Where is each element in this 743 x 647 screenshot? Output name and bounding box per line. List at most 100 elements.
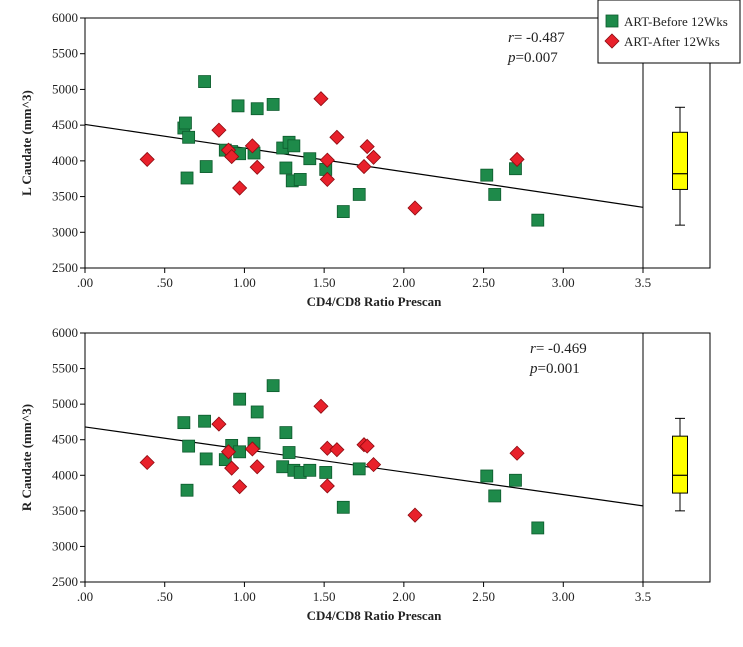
- x-tick-label: 3.00: [552, 275, 575, 290]
- data-point-diamond: [232, 479, 248, 495]
- data-point-square: [319, 466, 333, 479]
- y-tick-label: 2500: [52, 574, 78, 589]
- x-tick-label: 2.00: [392, 589, 415, 604]
- plot-frame: [84, 332, 711, 583]
- data-point-diamond: [359, 139, 375, 155]
- data-point-square: [480, 469, 494, 483]
- data-point-diamond: [220, 444, 237, 460]
- data-point-diamond: [366, 457, 382, 473]
- x-tick-label: .00: [77, 275, 93, 290]
- data-point-square: [282, 446, 296, 459]
- data-point-diamond: [509, 151, 525, 167]
- legend-label-after: ART-After 12Wks: [624, 34, 720, 49]
- x-tick-label: 2.50: [472, 275, 495, 290]
- boxplot-box: [672, 435, 688, 494]
- data-point-diamond: [407, 200, 423, 216]
- data-point-square: [531, 521, 545, 535]
- data-point-square: [250, 102, 264, 116]
- y-tick-label: 5000: [52, 396, 78, 411]
- y-axis-label: R Caudate (mm^3): [19, 404, 34, 511]
- data-point-diamond: [224, 460, 240, 476]
- data-point-diamond: [313, 398, 329, 414]
- data-point-square: [182, 439, 196, 453]
- data-point-square: [180, 483, 194, 497]
- stat-r-symbol: r: [530, 341, 536, 357]
- y-tick-label: 4000: [52, 467, 78, 482]
- data-point-diamond: [211, 122, 227, 138]
- legend-diamond-marker: [604, 33, 620, 49]
- y-tick-label: 5500: [52, 361, 78, 376]
- data-point-square: [180, 171, 194, 185]
- data-point-diamond: [249, 459, 265, 475]
- data-point-square: [488, 489, 502, 503]
- data-point-square: [199, 160, 213, 173]
- y-tick-label: 6000: [52, 10, 78, 25]
- data-point-diamond: [249, 159, 265, 175]
- data-point-diamond: [356, 159, 372, 175]
- data-point-square: [179, 116, 192, 130]
- data-point-square: [509, 473, 522, 487]
- x-axis-label: CD4/CD8 Ratio Prescan: [307, 294, 443, 309]
- x-tick-label: .00: [77, 589, 93, 604]
- data-point-diamond: [319, 152, 335, 168]
- stat-r: r= -0.487: [508, 30, 565, 46]
- data-point-square: [198, 75, 211, 88]
- data-point-diamond: [407, 507, 423, 523]
- data-point-square: [266, 379, 280, 393]
- data-point-diamond: [232, 180, 248, 196]
- data-point-diamond: [211, 416, 227, 432]
- data-point-square: [250, 405, 264, 419]
- y-tick-label: 3000: [52, 538, 78, 553]
- x-tick-label: 3.5: [635, 275, 651, 290]
- y-tick-label: 3000: [52, 224, 78, 239]
- y-tick-label: 3500: [52, 189, 78, 204]
- y-tick-label: 2500: [52, 260, 78, 275]
- x-tick-label: 3.00: [552, 589, 575, 604]
- x-tick-label: .50: [157, 275, 173, 290]
- panel-r-caudate: 2500 3000 3500 4000 4500 5000 5500 6000 .00 .50 1.…: [19, 325, 711, 623]
- data-point-square: [199, 452, 213, 466]
- stat-p-symbol: p: [507, 50, 516, 66]
- data-point-square: [336, 205, 350, 218]
- data-point-diamond: [244, 138, 260, 154]
- x-tick-label: 1.50: [313, 275, 336, 290]
- data-point-square: [352, 188, 366, 201]
- stat-r-value: = -0.487: [514, 30, 565, 46]
- legend-label-before: ART-Before 12Wks: [624, 14, 728, 29]
- x-tick-label: 1.00: [233, 589, 256, 604]
- data-point-square: [279, 426, 293, 440]
- data-point-diamond: [244, 441, 260, 457]
- data-point-square: [480, 168, 494, 182]
- data-point-square: [293, 173, 307, 186]
- legend-square-marker: [605, 14, 619, 28]
- data-point-square: [303, 152, 317, 166]
- data-point-square: [276, 460, 290, 474]
- y-tick-label: 4000: [52, 153, 78, 168]
- data-point-square: [352, 462, 366, 476]
- panel-l-caudate: 2500 3000 3500 4000 4500 5000 5500 6000 .00 .50 1.…: [19, 10, 711, 309]
- x-tick-label: 2.00: [392, 275, 415, 290]
- x-tick-label: .50: [157, 589, 173, 604]
- data-point-diamond: [319, 478, 335, 494]
- data-point-square: [531, 213, 545, 227]
- data-point-diamond: [139, 454, 155, 471]
- legend-box: [597, 0, 741, 64]
- data-point-diamond: [319, 440, 335, 456]
- boxplot-box: [672, 131, 688, 190]
- data-point-diamond: [224, 149, 240, 165]
- data-point-diamond: [329, 129, 345, 145]
- y-tick-label: 4500: [52, 432, 78, 447]
- data-point-square: [279, 161, 293, 175]
- y-tick-label: 3500: [52, 503, 78, 518]
- data-point-square: [336, 500, 350, 514]
- stat-p: p=0.001: [529, 361, 580, 377]
- stat-r-value: = -0.469: [536, 341, 587, 357]
- y-axis-label: L Caudate (mm^3): [19, 90, 34, 196]
- stat-p-value: =0.007: [516, 50, 559, 66]
- data-point-square: [287, 139, 301, 153]
- data-point-diamond: [359, 438, 375, 454]
- data-point-square: [266, 98, 280, 111]
- y-tick-label: 6000: [52, 325, 78, 340]
- data-point-diamond: [509, 445, 525, 461]
